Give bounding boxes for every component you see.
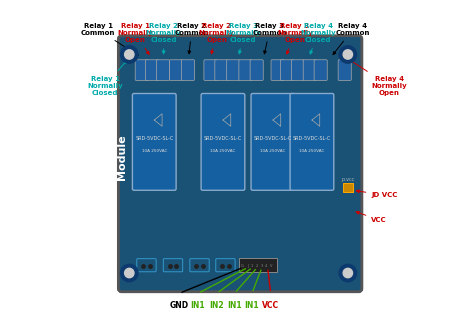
Text: Relay 2
Normally
Closed: Relay 2 Normally Closed: [146, 23, 182, 54]
Text: SRD-5VDC-SL-C: SRD-5VDC-SL-C: [254, 136, 292, 141]
FancyBboxPatch shape: [182, 60, 194, 80]
Text: SRD-5VDC-SL-C: SRD-5VDC-SL-C: [135, 136, 173, 141]
Text: IN1: IN1: [191, 301, 205, 310]
Text: V: V: [270, 264, 272, 268]
Text: J: J: [247, 264, 248, 268]
FancyBboxPatch shape: [271, 60, 284, 80]
FancyBboxPatch shape: [204, 60, 217, 80]
FancyBboxPatch shape: [132, 94, 176, 190]
Text: Relay 3
Normally
Closed: Relay 3 Normally Closed: [225, 23, 261, 54]
Text: IN2: IN2: [210, 301, 224, 310]
FancyBboxPatch shape: [239, 60, 252, 80]
Text: Relay 2
Common: Relay 2 Common: [174, 23, 209, 54]
Text: Relay 4
Normally
Closed: Relay 4 Normally Closed: [301, 23, 336, 54]
Text: 10A 250VAC: 10A 250VAC: [299, 149, 325, 153]
Text: 1: 1: [251, 264, 253, 268]
Text: Relay 3
Common: Relay 3 Common: [253, 23, 287, 54]
Circle shape: [339, 46, 356, 63]
Text: IN1: IN1: [245, 301, 259, 310]
FancyBboxPatch shape: [137, 259, 156, 272]
FancyBboxPatch shape: [164, 259, 182, 272]
Text: Relay 2
Normally
Open: Relay 2 Normally Open: [199, 23, 235, 54]
Text: G: G: [241, 264, 244, 268]
FancyBboxPatch shape: [250, 60, 263, 80]
Text: SRD-5VDC-SL-C: SRD-5VDC-SL-C: [204, 136, 242, 141]
FancyBboxPatch shape: [338, 60, 351, 80]
FancyBboxPatch shape: [343, 183, 353, 192]
FancyBboxPatch shape: [290, 94, 334, 190]
Circle shape: [343, 50, 353, 59]
FancyBboxPatch shape: [216, 259, 235, 272]
Circle shape: [339, 264, 356, 282]
Text: JD-VCC: JD-VCC: [341, 178, 355, 182]
Text: Relay 1
Normally
Open: Relay 1 Normally Open: [118, 23, 154, 54]
Text: VCC: VCC: [262, 301, 279, 310]
FancyBboxPatch shape: [190, 259, 209, 272]
Text: Relay 1
Normally
Closed: Relay 1 Normally Closed: [87, 60, 127, 96]
Circle shape: [120, 46, 138, 63]
Circle shape: [120, 264, 138, 282]
FancyBboxPatch shape: [146, 60, 159, 80]
Text: SRD-5VDC-SL-C: SRD-5VDC-SL-C: [293, 136, 331, 141]
FancyBboxPatch shape: [239, 258, 277, 272]
FancyBboxPatch shape: [292, 60, 304, 80]
Text: 3: 3: [260, 264, 263, 268]
FancyBboxPatch shape: [303, 60, 316, 80]
Text: Relay 4
Normally
Open: Relay 4 Normally Open: [349, 60, 407, 96]
Text: 10A 250VAC: 10A 250VAC: [210, 149, 236, 153]
Text: GND: GND: [170, 301, 189, 310]
FancyBboxPatch shape: [227, 60, 240, 80]
Text: VCC: VCC: [356, 211, 387, 223]
Text: Relay 1
Common: Relay 1 Common: [81, 23, 138, 55]
FancyBboxPatch shape: [314, 60, 327, 80]
Circle shape: [125, 268, 134, 278]
FancyBboxPatch shape: [251, 94, 295, 190]
Text: Relay 4
Common: Relay 4 Common: [333, 23, 370, 54]
FancyBboxPatch shape: [281, 60, 293, 80]
Text: 2: 2: [255, 264, 258, 268]
Text: 10A 250VAC: 10A 250VAC: [260, 149, 286, 153]
Text: JD VCC: JD VCC: [356, 190, 398, 198]
FancyBboxPatch shape: [170, 60, 182, 80]
FancyBboxPatch shape: [201, 94, 245, 190]
Text: 4: 4: [265, 264, 267, 268]
FancyBboxPatch shape: [118, 36, 362, 292]
Text: 10A 250VAC: 10A 250VAC: [142, 149, 167, 153]
Text: Relay 3
Normally
Open: Relay 3 Normally Open: [277, 23, 313, 54]
Text: IN1: IN1: [227, 301, 242, 310]
Text: 4
Relay
Module: 4 Relay Module: [94, 135, 127, 180]
Circle shape: [125, 50, 134, 59]
FancyBboxPatch shape: [215, 60, 228, 80]
Circle shape: [343, 268, 353, 278]
FancyBboxPatch shape: [135, 60, 148, 80]
FancyBboxPatch shape: [156, 60, 170, 80]
